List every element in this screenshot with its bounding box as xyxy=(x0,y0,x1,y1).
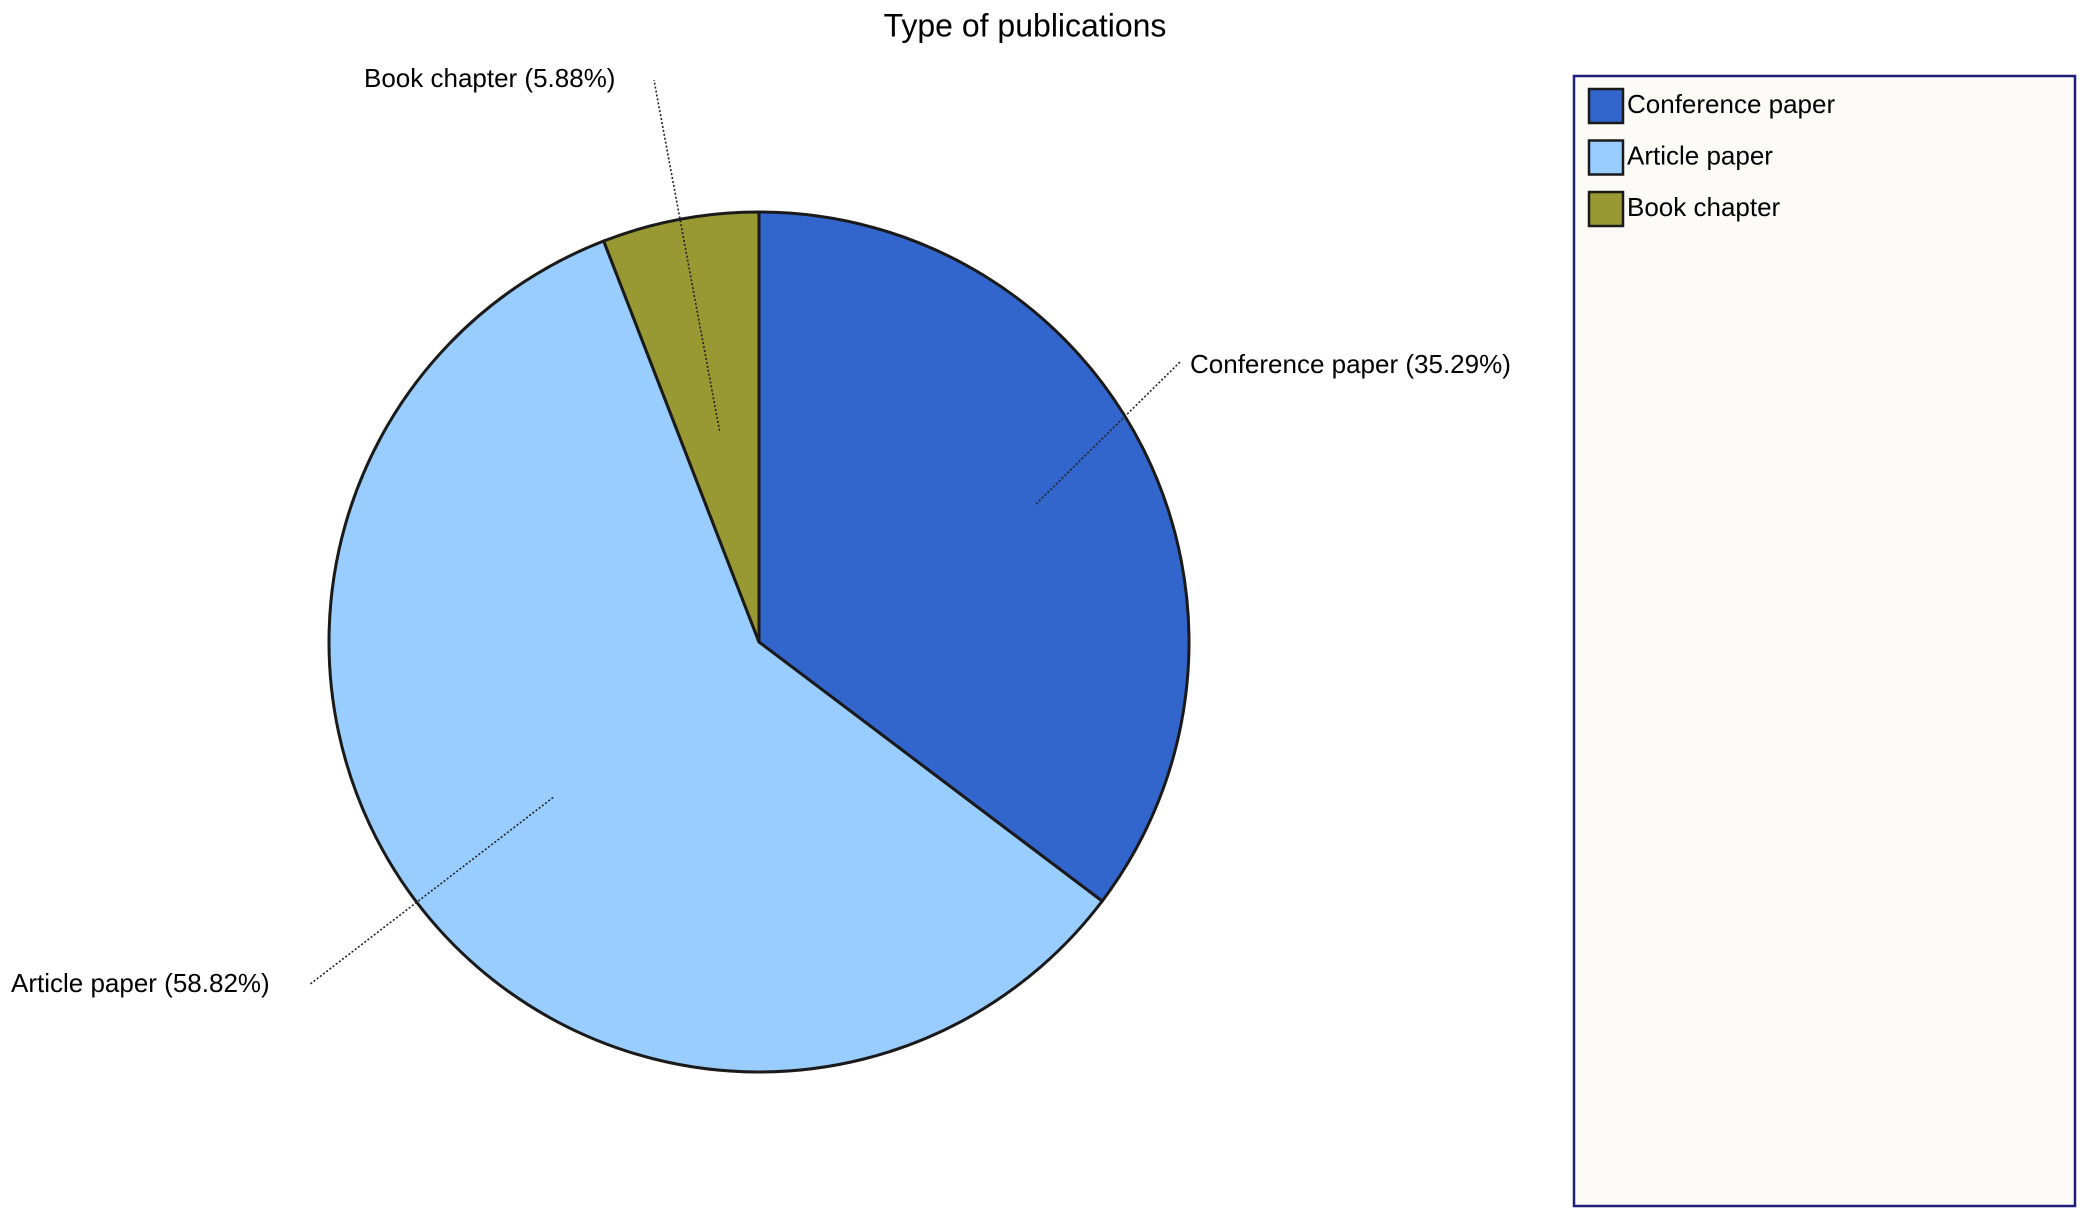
data-label: Conference paper (35.29%) xyxy=(1190,349,1511,379)
pie-slice xyxy=(757,210,1191,904)
leader-line xyxy=(653,79,721,431)
legend-box xyxy=(1572,74,2077,1208)
legend-label: Conference paper xyxy=(1627,89,1835,119)
data-label: Article paper (58.82%) xyxy=(11,968,270,998)
chart-title: Type of publications xyxy=(884,7,1167,43)
legend-swatch xyxy=(1587,87,1625,125)
data-label: Book chapter (5.88%) xyxy=(364,63,615,93)
leader-line xyxy=(1035,361,1181,505)
legend-swatch xyxy=(1587,139,1625,176)
pie-slice xyxy=(601,210,761,643)
legend-label: Article paper xyxy=(1627,140,1773,170)
pie-slice xyxy=(327,239,1105,1074)
leader-line xyxy=(308,796,554,986)
legend-label: Book chapter xyxy=(1627,192,1781,222)
legend-swatch xyxy=(1587,190,1625,228)
